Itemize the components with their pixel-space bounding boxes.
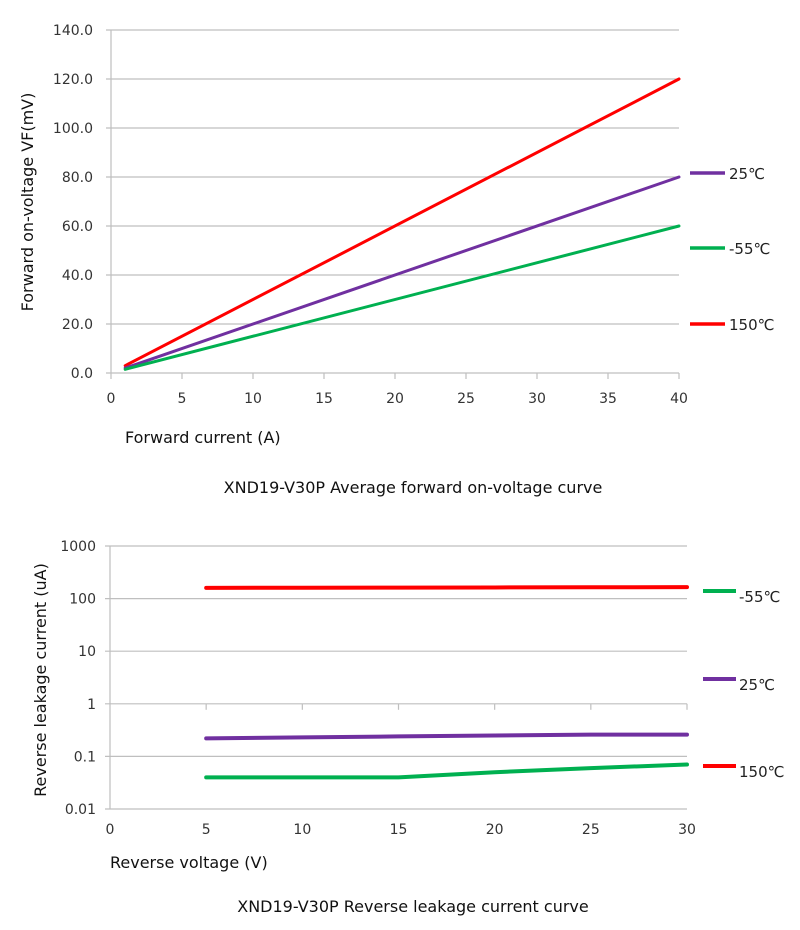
series-line--55c — [123, 224, 681, 371]
legend-label: -55℃ — [739, 588, 780, 606]
x-tick-label: 40 — [670, 391, 688, 407]
series — [123, 77, 681, 371]
x-tick-label: 15 — [315, 391, 333, 407]
y-tick-label: 40.0 — [62, 268, 93, 284]
x-tick-label: 5 — [178, 391, 187, 407]
legend-label: 150℃ — [739, 763, 784, 781]
grid — [105, 545, 687, 810]
y-tick-label: 0.01 — [65, 802, 96, 818]
y-tick-label: 100 — [69, 592, 96, 608]
axes — [109, 546, 688, 809]
legend-label: 25℃ — [739, 676, 775, 694]
forward-voltage-chart: 0.0 20.0 40.0 60.0 80.0 100.0 120.0 140.0 0 5 10 15… — [18, 23, 774, 497]
x-tick-label: 25 — [582, 822, 600, 838]
x-axis-title: Forward current (A) — [125, 428, 281, 447]
series-line-150c — [204, 585, 689, 590]
y-tick-label: 1000 — [60, 539, 96, 555]
legend: -55℃ 25℃ 150℃ — [703, 588, 784, 781]
series-line-25c — [204, 732, 689, 741]
axes — [110, 30, 680, 379]
y-tick-label: 0.1 — [74, 749, 96, 765]
series — [204, 585, 689, 780]
x-tick-label: 10 — [293, 822, 311, 838]
x-tick-label: 30 — [678, 822, 696, 838]
y-tick-label: 1 — [87, 697, 96, 713]
legend-label: 150℃ — [729, 316, 774, 334]
y-tick-label: 0.0 — [71, 366, 93, 382]
y-tick-label: 140.0 — [53, 23, 93, 39]
legend-label: 25℃ — [729, 165, 765, 183]
reverse-leakage-chart: 0.01 0.1 1 10 100 1000 0 5 10 15 20 25 30 -55℃ 25℃ 150… — [31, 539, 784, 916]
legend-label: -55℃ — [729, 240, 770, 258]
x-tick-label: 0 — [107, 391, 116, 407]
x-axis-title: Reverse voltage (V) — [110, 853, 268, 872]
tick-labels: 0.01 0.1 1 10 100 1000 0 5 10 15 20 25 30 — [60, 539, 696, 838]
series-line--55c — [204, 762, 689, 780]
x-tick-label: 0 — [106, 822, 115, 838]
x-tick-label: 25 — [457, 391, 475, 407]
y-tick-label: 80.0 — [62, 170, 93, 186]
tick-labels: 0.0 20.0 40.0 60.0 80.0 100.0 120.0 140.0 0 5 10 15… — [53, 23, 688, 407]
chart-title: XND19-V30P Reverse leakage current curve — [237, 897, 588, 916]
grid — [106, 29, 679, 374]
series-line-150c — [123, 77, 681, 368]
y-tick-label: 120.0 — [53, 72, 93, 88]
x-tick-label: 20 — [386, 391, 404, 407]
x-tick-label: 20 — [486, 822, 504, 838]
series-line-25c — [123, 175, 681, 370]
y-tick-label: 60.0 — [62, 219, 93, 235]
y-tick-label: 100.0 — [53, 121, 93, 137]
y-axis-title: Reverse leakage current (uA) — [31, 563, 50, 797]
x-tick-label: 10 — [244, 391, 262, 407]
y-tick-label: 10 — [78, 644, 96, 660]
x-tick-label: 35 — [599, 391, 617, 407]
legend: 25℃ -55℃ 150℃ — [690, 165, 774, 334]
x-tick-label: 30 — [528, 391, 546, 407]
y-axis-title: Forward on-voltage VF(mV) — [18, 93, 37, 312]
x-tick-label: 15 — [390, 822, 408, 838]
y-tick-label: 20.0 — [62, 317, 93, 333]
x-tick-label: 5 — [202, 822, 211, 838]
chart-title: XND19-V30P Average forward on-voltage cu… — [224, 478, 603, 497]
